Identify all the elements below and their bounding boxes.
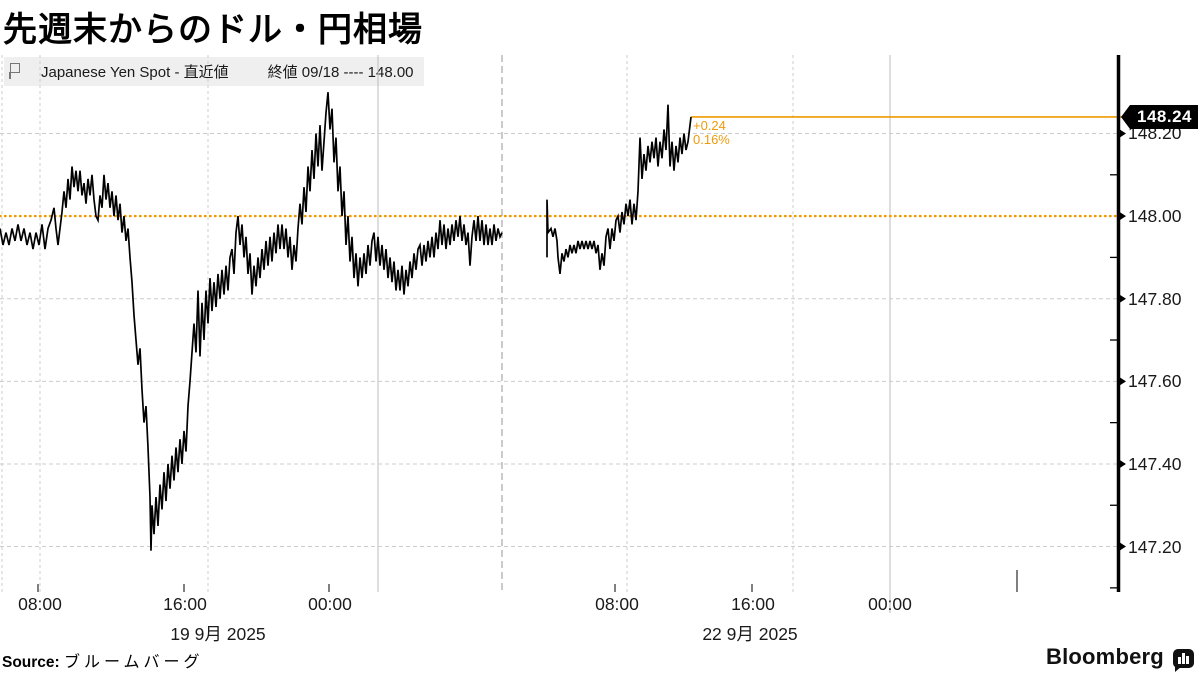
source-prefix: Source: — [2, 654, 60, 671]
legend-label-close: 終値 09/18 ---- 148.00 — [267, 64, 414, 81]
x-axis-time-label: 16:00 — [163, 594, 207, 614]
y-axis-label: 147.60 — [1128, 371, 1182, 392]
price-change-annotation: +0.24 0.16% — [693, 117, 730, 147]
x-axis-time-label: 00:00 — [868, 594, 912, 614]
legend-label-spot: Japanese Yen Spot - 直近値 — [41, 64, 229, 81]
y-axis-label: 147.20 — [1128, 536, 1182, 557]
legend-item-spot: Japanese Yen Spot - 直近値 — [24, 61, 229, 82]
y-axis-tick-arrow — [1119, 459, 1126, 469]
chart-legend: Japanese Yen Spot - 直近値 終値 09/18 ---- 14… — [4, 57, 424, 86]
y-axis-tick-arrow — [1119, 542, 1126, 552]
y-axis-label: 147.80 — [1128, 288, 1182, 309]
price-change-abs: +0.24 — [693, 117, 726, 133]
y-axis-label: 147.40 — [1128, 453, 1182, 474]
y-axis-tick-arrow — [1119, 211, 1126, 221]
x-axis-date-label: 19 9月 2025 — [170, 624, 266, 644]
page-title: 先週末からのドル・円相場 — [3, 12, 423, 49]
source-name: ブルームバーグ — [64, 654, 204, 671]
bloomberg-logo: Bloomberg — [1046, 644, 1194, 672]
chart-tracker-icon — [9, 62, 20, 79]
price-series-line — [0, 92, 503, 551]
x-axis-time-label: 16:00 — [731, 594, 775, 614]
x-axis-time-label: 08:00 — [18, 594, 62, 614]
price-change-pct: 0.16% — [693, 131, 730, 147]
y-axis-label: 148.00 — [1128, 206, 1182, 227]
y-axis-tick-arrow — [1119, 128, 1126, 138]
bloomberg-wordmark: Bloomberg — [1046, 644, 1164, 669]
bar-chart-bubble-icon — [1172, 648, 1194, 672]
y-axis-tick-arrow — [1119, 294, 1126, 304]
x-axis-time-label: 00:00 — [308, 594, 352, 614]
legend-item-close: 終値 09/18 ---- 148.00 — [251, 61, 414, 82]
x-axis-time-label: 08:00 — [595, 594, 639, 614]
y-axis-tick-arrow — [1119, 376, 1126, 386]
source-line: Source: ブルームバーグ — [2, 648, 204, 672]
price-series-line — [546, 104, 692, 275]
x-axis-date-label: 22 9月 2025 — [702, 624, 798, 644]
last-price-badge: 148.24 — [1121, 104, 1198, 129]
